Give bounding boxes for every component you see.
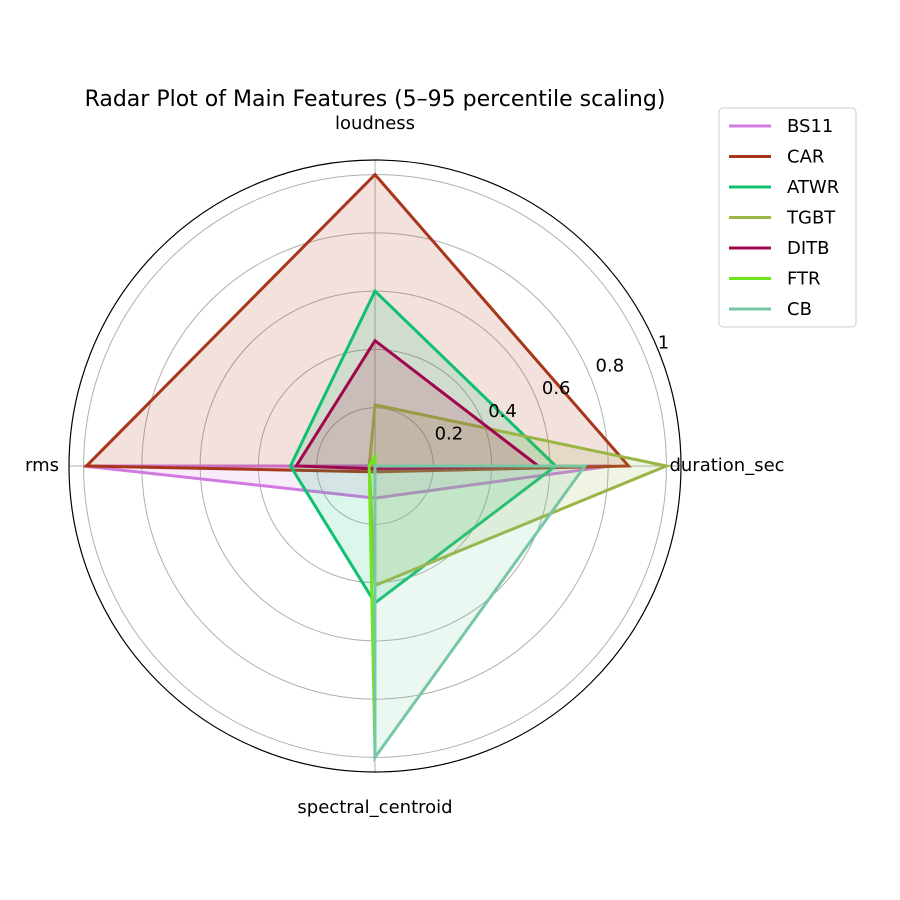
outer-frame <box>68 159 682 773</box>
legend-label: FTR <box>787 269 821 290</box>
category-label: duration_sec <box>669 455 784 476</box>
category-label: loudness <box>335 113 415 134</box>
category-label: rms <box>25 455 59 476</box>
series-area <box>369 404 667 586</box>
legend: BS11 CAR ATWR TGBT DITB FTR CB <box>718 107 857 328</box>
legend-label: TGBT <box>786 208 836 229</box>
series-line <box>82 172 632 474</box>
r-tick-label: 0.6 <box>542 378 571 399</box>
r-tick-label: 0.2 <box>435 424 464 445</box>
series-area <box>86 174 629 472</box>
r-tick-label: 0.8 <box>596 355 625 376</box>
legend-box <box>718 107 857 328</box>
series-area <box>83 466 612 499</box>
legend-label: ATWR <box>787 177 839 198</box>
chart-title: Radar Plot of Main Features (5–95 percen… <box>85 87 666 112</box>
legend-label: CB <box>787 299 812 320</box>
category-label: spectral_centroid <box>297 797 452 818</box>
plot: duration_sec loudness rms spectral_centroid… <box>25 113 785 818</box>
legend-label: DITB <box>787 238 830 259</box>
r-tick-label: 0.4 <box>488 401 517 422</box>
legend-label: CAR <box>787 147 824 168</box>
series-area <box>296 340 539 469</box>
series-line <box>288 288 558 606</box>
series-line <box>373 464 588 763</box>
legend-label: BS11 <box>787 116 833 137</box>
series-line <box>293 338 543 471</box>
r-tick-label: 1 <box>658 333 669 354</box>
